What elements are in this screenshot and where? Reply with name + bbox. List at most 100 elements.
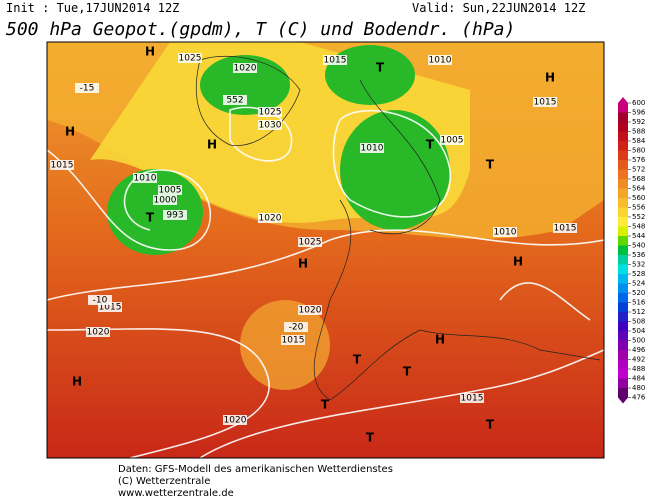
contour-label: 1015 — [534, 98, 557, 108]
colorbar-label: 504 — [632, 327, 646, 335]
label-box — [88, 295, 112, 305]
pressure-center: T — [426, 138, 435, 152]
pressure-center: T — [321, 398, 330, 412]
colorbar-label: 484 — [632, 375, 646, 383]
colorbar-swatch — [618, 359, 628, 369]
contour-label: -20 — [289, 323, 304, 333]
contour-label: 1015 — [554, 224, 577, 234]
pressure-center: H — [207, 138, 217, 152]
pressure-center: H — [435, 333, 445, 347]
label-box — [281, 335, 305, 345]
colorbar-swatch — [618, 150, 628, 160]
contour-label: 1020 — [87, 328, 110, 338]
colorbar-swatch — [618, 274, 628, 284]
colorbar-swatch — [618, 312, 628, 322]
colorbar-swatch — [618, 331, 628, 341]
label-box — [233, 63, 257, 73]
colorbar-label: 572 — [632, 166, 645, 174]
map — [47, 42, 604, 458]
colorbar-label: 492 — [632, 356, 645, 364]
contour-label: -15 — [80, 84, 95, 94]
contour-label: 1015 — [282, 336, 305, 346]
colorbar-label: 592 — [632, 118, 645, 126]
label-box — [493, 227, 517, 237]
contour-label: 1015 — [99, 303, 122, 313]
colorbar-label: 580 — [632, 147, 645, 155]
label-box — [298, 305, 322, 315]
label-box — [98, 302, 122, 312]
colorbar-label: 544 — [632, 232, 646, 240]
colorbar-label: 488 — [632, 365, 645, 373]
colorbar-swatch — [618, 340, 628, 350]
pressure-center: T — [403, 365, 412, 379]
colorbar-label: 552 — [632, 213, 645, 221]
contour-label: 1005 — [159, 186, 182, 196]
colorbar-label: 576 — [632, 156, 646, 164]
pressure-center: T — [376, 61, 385, 75]
colorbar-label: 524 — [632, 280, 646, 288]
label-box — [153, 195, 177, 205]
contour-label: 1010 — [134, 174, 157, 184]
label-box — [258, 107, 282, 117]
colorbar-swatch — [618, 207, 628, 217]
low-area — [200, 55, 290, 115]
colorbar-swatch — [618, 179, 628, 189]
label-box — [86, 327, 110, 337]
colorbar-label: 548 — [632, 223, 645, 231]
contour-label: 1020 — [234, 64, 257, 74]
colorbar-label: 476 — [632, 394, 646, 402]
label-box — [163, 210, 187, 220]
low-area — [340, 110, 450, 230]
colorbar-label: 532 — [632, 261, 645, 269]
label-box — [258, 120, 282, 130]
colorbar-label: 480 — [632, 384, 645, 392]
colorbar-swatch — [618, 112, 628, 122]
label-box — [323, 55, 347, 65]
colorbar-label: 596 — [632, 109, 646, 117]
label-box — [158, 185, 182, 195]
contour-label: 1000 — [154, 196, 177, 206]
label-box — [360, 143, 384, 153]
colorbar-swatch — [618, 245, 628, 255]
contour-label: 1025 — [299, 238, 322, 248]
colorbar-label: 588 — [632, 128, 645, 136]
label-box — [50, 160, 74, 170]
pressure-center: H — [145, 45, 155, 59]
colorbar-swatch — [618, 369, 628, 379]
pressure-center: H — [298, 257, 308, 271]
contour-label: 1020 — [259, 214, 282, 224]
label-box — [133, 173, 157, 183]
coastlines — [195, 55, 601, 401]
init-time: Init : Tue,17JUN2014 12Z — [6, 1, 179, 15]
map-frame — [46, 41, 605, 459]
pressure-center: H — [65, 125, 75, 139]
contour-label: 1015 — [51, 161, 74, 171]
label-box — [258, 213, 282, 223]
colorbar-swatch — [618, 264, 628, 274]
label-box — [284, 322, 308, 332]
colorbar-swatch — [618, 226, 628, 236]
colorbar-arrow — [618, 397, 628, 404]
label-box — [223, 415, 247, 425]
label-box — [460, 393, 484, 403]
label-box — [298, 237, 322, 247]
contour-label: 1015 — [324, 56, 347, 66]
pressure-center: H — [513, 255, 523, 269]
colorbar-label: 568 — [632, 175, 645, 183]
label-box — [75, 83, 99, 93]
pressure-center: T — [146, 211, 155, 225]
contour-label: 1020 — [299, 306, 322, 316]
pressure-center: T — [486, 158, 495, 172]
pressure-center: H — [545, 71, 555, 85]
contour-label: 1010 — [361, 144, 384, 154]
colorbar-swatch — [618, 131, 628, 141]
colorbar-swatch — [618, 103, 628, 113]
valid-time: Valid: Sun,22JUN2014 12Z — [412, 1, 585, 15]
colorbar-label: 560 — [632, 194, 645, 202]
contour-label: 1025 — [259, 108, 282, 118]
colorbar-swatch — [618, 198, 628, 208]
colorbar-swatch — [618, 122, 628, 132]
contour-label: -10 — [93, 296, 108, 306]
colorbar-label: 600 — [632, 99, 645, 107]
